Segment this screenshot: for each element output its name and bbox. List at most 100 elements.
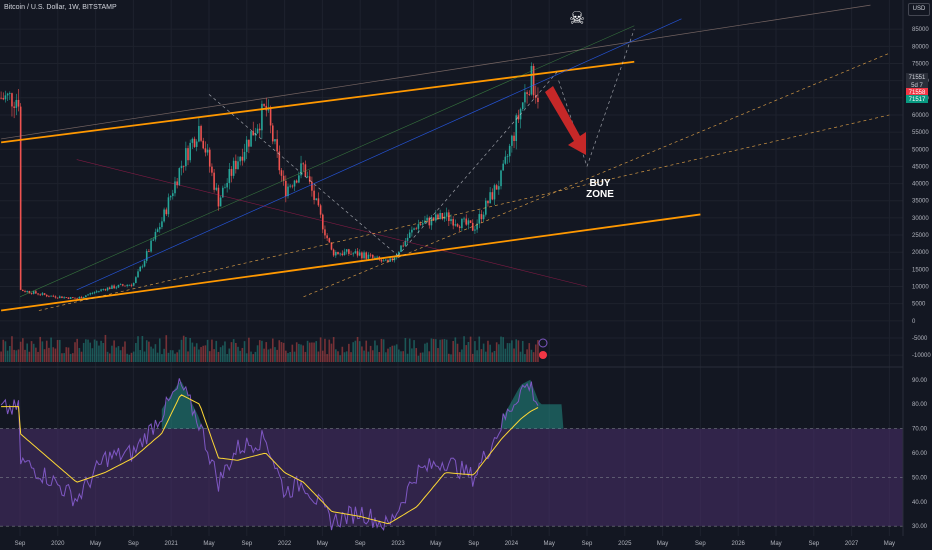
bolt-icon[interactable] bbox=[538, 338, 548, 348]
volume-bar bbox=[419, 352, 422, 362]
outer-trend-line[interactable] bbox=[1, 4, 871, 140]
time-tick-label: 2022 bbox=[278, 541, 292, 547]
volume-bar bbox=[215, 340, 218, 362]
candle-body bbox=[454, 224, 457, 226]
volume-bar bbox=[17, 349, 20, 362]
volume-bar bbox=[478, 336, 481, 362]
candle-body bbox=[269, 108, 272, 126]
dashed-support-line-2[interactable] bbox=[303, 52, 890, 298]
candle-body bbox=[478, 214, 481, 224]
volume-bar bbox=[219, 347, 222, 362]
rsi-tick-label: 80.00 bbox=[912, 402, 928, 408]
candle-body bbox=[432, 217, 435, 221]
candle-body bbox=[443, 216, 446, 219]
volume-bar bbox=[102, 342, 105, 362]
volume-bar bbox=[56, 340, 59, 362]
buy-zone-line-1: BUY bbox=[589, 178, 611, 189]
rsi-tick-label: 50.00 bbox=[912, 475, 928, 481]
candle-body bbox=[74, 297, 76, 299]
candle-body bbox=[278, 151, 281, 171]
volume-bar bbox=[489, 344, 491, 362]
candle-body bbox=[452, 219, 454, 226]
volume-bar bbox=[508, 343, 511, 362]
candle-body bbox=[489, 192, 491, 204]
volume-bar bbox=[69, 353, 72, 362]
symbol-title[interactable]: Bitcoin / U.S. Dollar, 1W, BITSTAMP bbox=[4, 4, 117, 11]
candle-body bbox=[419, 224, 422, 225]
candle-body bbox=[504, 156, 507, 164]
candle-body bbox=[493, 185, 496, 200]
pink-trend-line[interactable] bbox=[76, 159, 588, 287]
rsi-axis[interactable]: 90.00 80.00 70.00 60.00 50.00 40.00 30.00 bbox=[912, 378, 928, 530]
volume-bar bbox=[191, 342, 194, 362]
volume-bar bbox=[308, 342, 311, 362]
volume-bar bbox=[217, 351, 220, 362]
candle-body bbox=[237, 161, 239, 170]
volume-bar bbox=[176, 352, 178, 362]
volume-bar bbox=[343, 352, 346, 362]
candle-body bbox=[145, 251, 148, 261]
volume-bar bbox=[115, 347, 118, 362]
volume-bar bbox=[124, 341, 126, 362]
candle-body bbox=[176, 181, 178, 186]
candle-body bbox=[128, 284, 131, 286]
volume-bar bbox=[152, 348, 155, 362]
candle-body bbox=[280, 170, 283, 176]
time-tick-label: 2020 bbox=[51, 541, 65, 547]
candle-body bbox=[521, 102, 524, 110]
volume-bar bbox=[387, 348, 389, 362]
price-tick-label: 60000 bbox=[912, 113, 929, 119]
candle-body bbox=[376, 256, 378, 258]
volume-bar bbox=[87, 339, 89, 362]
candle-body bbox=[13, 106, 15, 108]
currency-badge[interactable]: USD bbox=[908, 3, 930, 16]
price-label-1: 71551 bbox=[909, 75, 926, 81]
volume-bar bbox=[239, 350, 241, 362]
alert-icons[interactable] bbox=[538, 338, 548, 359]
blue-trend-line[interactable] bbox=[76, 18, 682, 291]
volume-bar bbox=[530, 349, 533, 362]
volume-bar bbox=[406, 353, 409, 362]
candle-body bbox=[35, 291, 37, 294]
volume-bar bbox=[37, 351, 39, 362]
volume-bar bbox=[398, 349, 400, 362]
candle-body bbox=[54, 296, 57, 298]
volume-bar bbox=[424, 343, 426, 362]
dashed-path-2[interactable] bbox=[397, 70, 559, 256]
volume-bar bbox=[258, 340, 261, 362]
volume-bar bbox=[52, 347, 55, 362]
volume-bar bbox=[361, 346, 363, 362]
candle-body bbox=[143, 260, 146, 267]
green-trend-line[interactable] bbox=[19, 25, 635, 298]
candle-body bbox=[148, 251, 150, 252]
candle-body bbox=[80, 296, 83, 299]
projected-rally-path[interactable] bbox=[586, 29, 635, 167]
volume-bar bbox=[293, 351, 296, 362]
candle-body bbox=[267, 108, 270, 111]
candle-body bbox=[435, 214, 437, 221]
volume-bar bbox=[500, 336, 502, 362]
candle-body bbox=[315, 198, 318, 200]
volume-bar bbox=[395, 344, 398, 362]
channel-upper-line[interactable] bbox=[0, 60, 635, 144]
volume-bar bbox=[345, 351, 348, 362]
time-axis[interactable]: Sep 2020 May Sep 2021 May Sep 2022 May Sep 2023 May… bbox=[15, 541, 895, 547]
candle-body bbox=[367, 254, 370, 259]
volume-bar bbox=[174, 353, 176, 362]
rsi-ma-line bbox=[1, 394, 539, 525]
candle-body bbox=[348, 249, 350, 254]
channel-lower-line[interactable] bbox=[0, 213, 701, 312]
volume-bar bbox=[265, 342, 268, 362]
dashed-support-line[interactable] bbox=[38, 114, 890, 311]
volume-bar bbox=[435, 339, 437, 362]
volume-bar bbox=[267, 349, 270, 362]
candle-body bbox=[387, 259, 389, 262]
candle-body bbox=[0, 97, 2, 99]
candle-body bbox=[98, 290, 100, 292]
volume-bar bbox=[135, 343, 137, 362]
candle-body bbox=[122, 284, 124, 286]
earnings-icon[interactable] bbox=[539, 351, 547, 359]
volume-bar bbox=[137, 336, 139, 362]
candle-body bbox=[226, 182, 228, 188]
